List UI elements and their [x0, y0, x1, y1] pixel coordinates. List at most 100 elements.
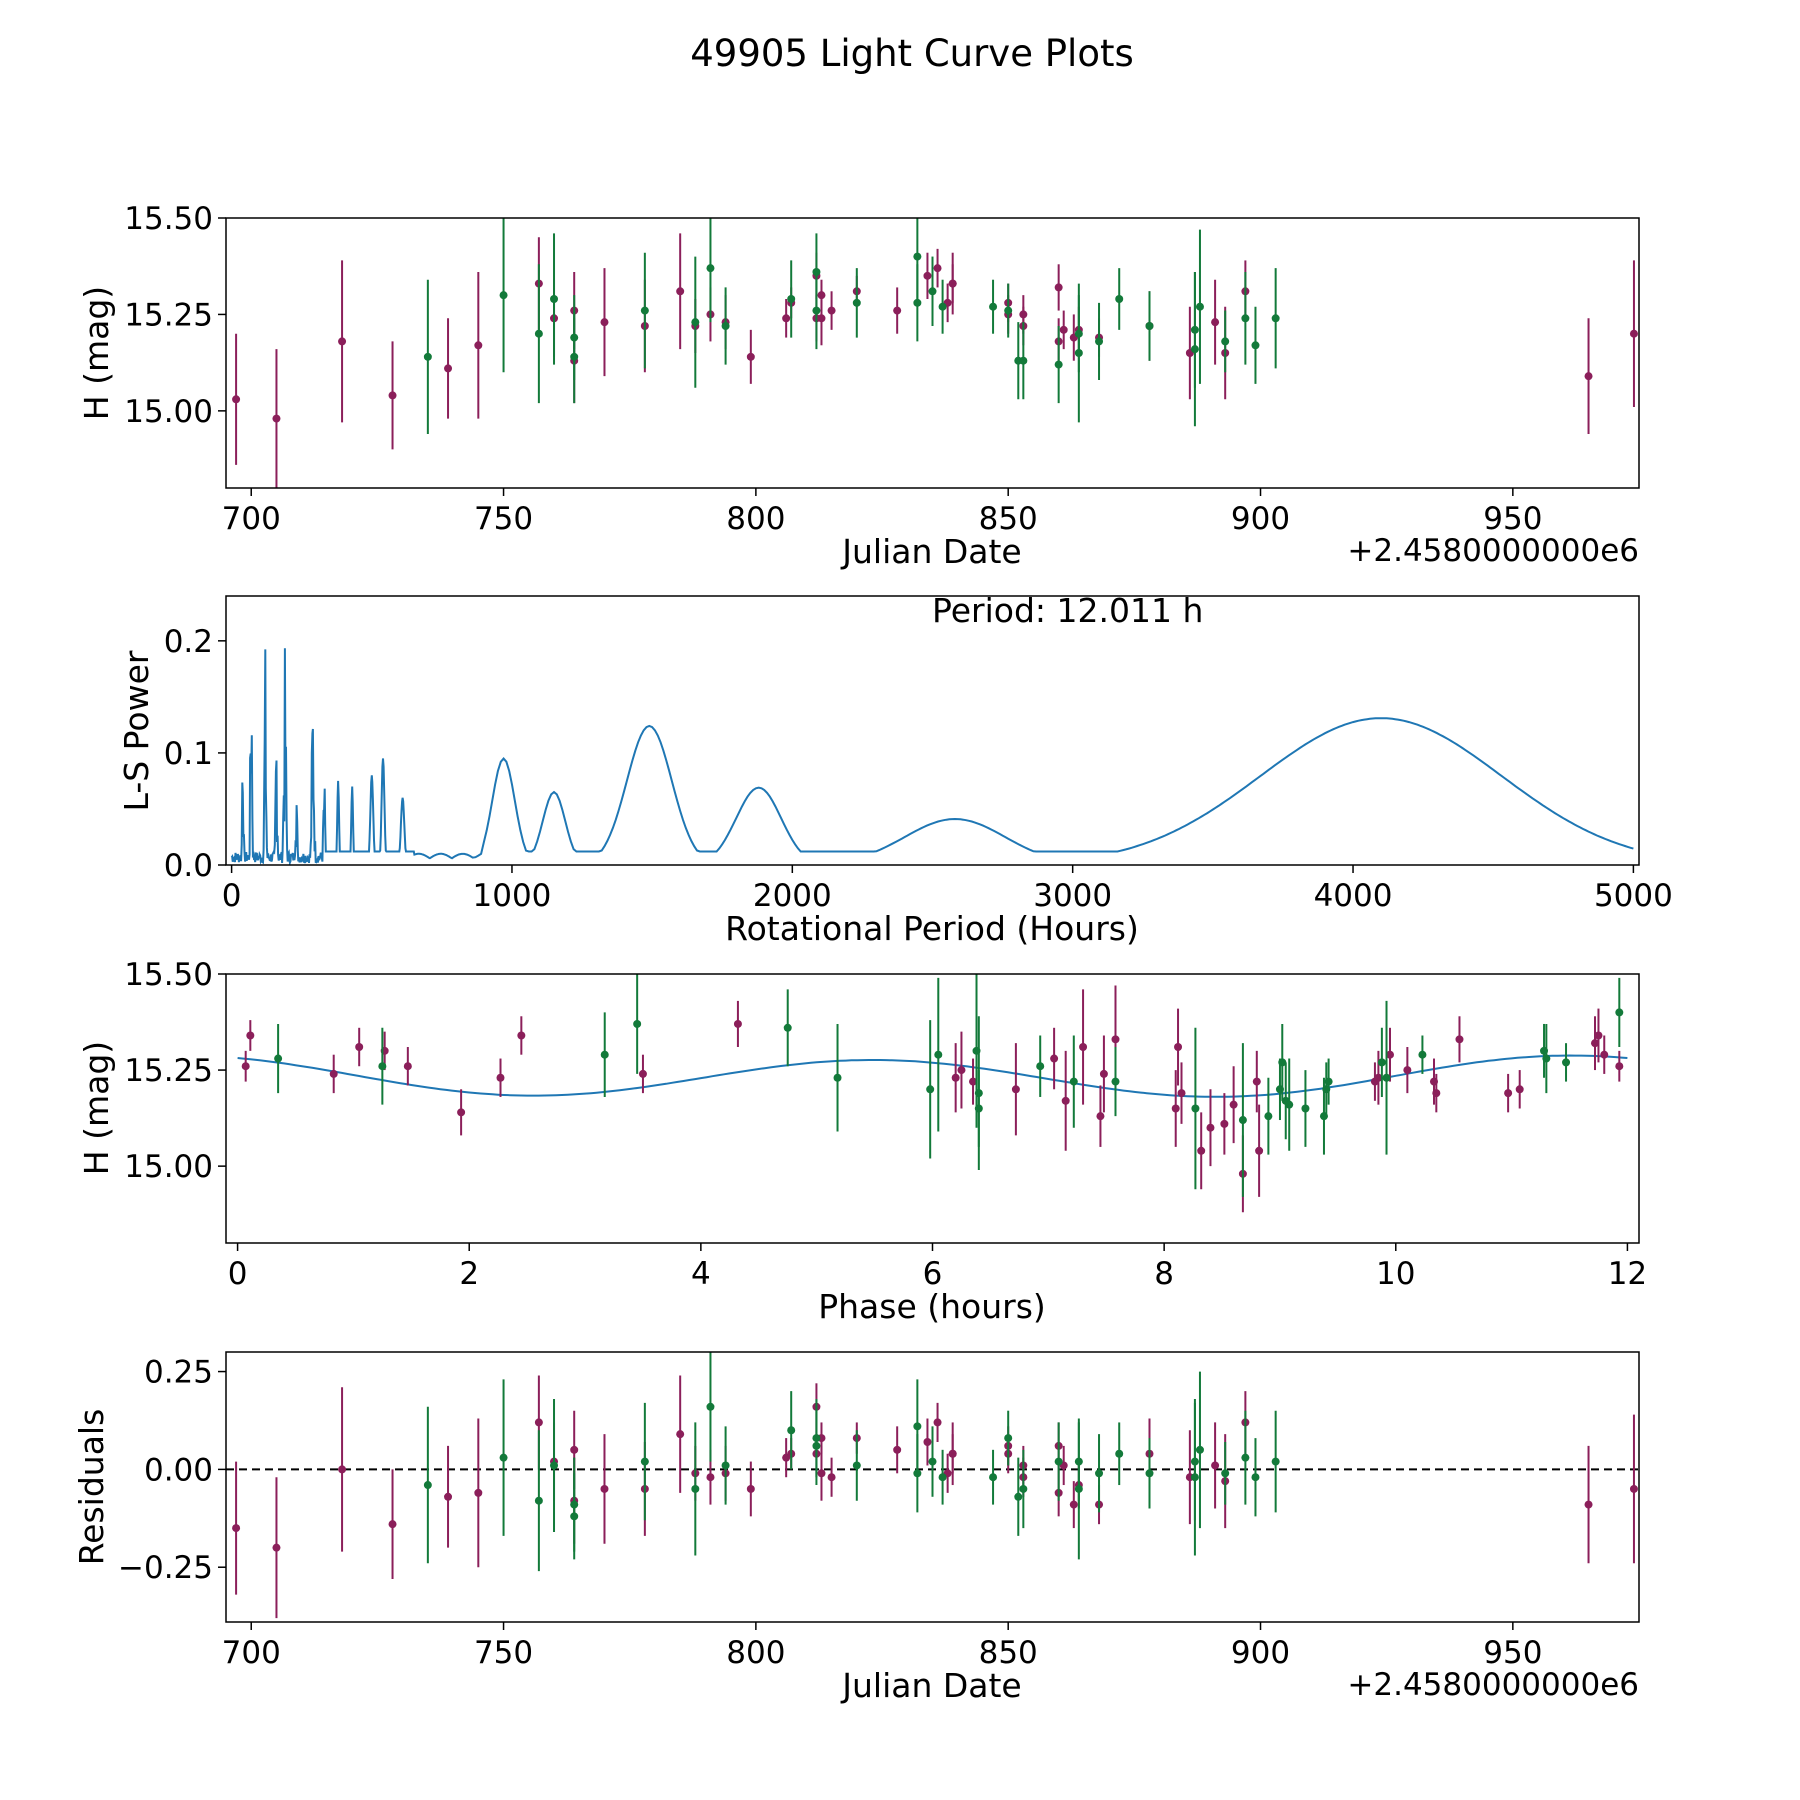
data-point — [600, 318, 609, 327]
data-point — [1382, 1073, 1391, 1082]
data-point — [989, 1473, 998, 1482]
data-point — [534, 1418, 543, 1427]
lightcurve-xlabel: Julian Date — [840, 532, 1022, 571]
data-point — [1069, 1500, 1078, 1509]
data-point — [1054, 1457, 1063, 1466]
data-point — [783, 1023, 792, 1032]
data-point — [928, 1457, 937, 1466]
data-point — [1079, 1043, 1088, 1052]
x-tick-label: 12 — [1608, 1256, 1647, 1292]
data-point — [852, 1461, 861, 1470]
data-point — [893, 1445, 902, 1454]
data-point — [1252, 1077, 1261, 1086]
data-point — [948, 1449, 957, 1458]
data-point — [1584, 1500, 1593, 1509]
x-tick-label: 700 — [222, 501, 281, 537]
data-point — [517, 1031, 526, 1040]
data-point — [989, 302, 998, 311]
data-point — [1324, 1077, 1333, 1086]
x-tick-label: 2 — [459, 1256, 479, 1292]
data-point — [1115, 295, 1124, 303]
data-point — [1221, 337, 1230, 346]
data-point — [1061, 1096, 1070, 1105]
data-point — [1059, 325, 1068, 334]
residuals-x-offset: +2.4580000000e6 — [1347, 1667, 1639, 1703]
data-point — [1195, 302, 1204, 311]
data-point — [1418, 1050, 1427, 1059]
data-point — [1011, 1085, 1020, 1094]
data-point — [1074, 1457, 1083, 1466]
x-tick-label: 6 — [923, 1256, 943, 1292]
data-point — [928, 287, 937, 296]
data-point — [676, 287, 685, 296]
data-point — [1190, 345, 1199, 354]
data-point — [640, 306, 649, 315]
data-point — [691, 1484, 700, 1493]
data-point — [827, 306, 836, 315]
data-point — [1221, 1469, 1230, 1478]
data-point — [550, 295, 559, 303]
data-point — [1285, 1100, 1294, 1109]
lightcurve-x-offset: +2.4580000000e6 — [1347, 533, 1639, 569]
data-point — [1004, 306, 1013, 315]
data-point — [232, 395, 241, 404]
data-point — [1590, 1039, 1599, 1048]
y-tick-label: 15.00 — [124, 1149, 213, 1185]
data-point — [1195, 1445, 1204, 1454]
x-tick-label: 900 — [1231, 501, 1290, 537]
data-point — [827, 1473, 836, 1482]
data-point — [499, 291, 508, 300]
lightcurve-ylabel: H (mag) — [77, 286, 116, 420]
data-point — [1036, 1062, 1045, 1071]
data-point — [969, 1077, 978, 1086]
data-point — [1004, 1434, 1013, 1443]
y-tick-label: 0.1 — [164, 736, 213, 772]
data-point — [550, 1461, 559, 1470]
data-point — [1115, 1449, 1124, 1458]
data-point — [1403, 1066, 1412, 1075]
data-point — [1432, 1089, 1441, 1098]
data-point — [1190, 1473, 1199, 1482]
data-point — [676, 1430, 685, 1439]
y-tick-label: −0.25 — [118, 1550, 213, 1586]
data-point — [1095, 1469, 1104, 1478]
data-point — [1542, 1054, 1551, 1063]
data-point — [1211, 318, 1220, 327]
data-point — [1600, 1050, 1609, 1059]
model-curve — [237, 1054, 1628, 1098]
data-point — [423, 352, 432, 361]
data-point — [974, 1104, 983, 1113]
data-point — [1515, 1085, 1524, 1094]
data-point — [812, 306, 821, 315]
data-point — [1594, 1031, 1603, 1040]
data-point — [938, 1473, 947, 1482]
y-tick-label: 0.0 — [164, 848, 213, 884]
phased-ylabel: H (mag) — [77, 1041, 116, 1175]
y-tick-label: 15.25 — [124, 297, 213, 333]
data-point — [1238, 1116, 1247, 1125]
data-point — [1074, 329, 1083, 338]
data-point — [706, 264, 715, 273]
data-point — [1197, 1146, 1206, 1155]
data-point — [817, 1469, 826, 1478]
periodogram-line — [230, 648, 1634, 865]
data-point — [706, 1473, 715, 1482]
data-point — [1251, 341, 1260, 350]
data-point — [1054, 360, 1063, 369]
phased-panel: 0 2 4 6 8 10 12 15.00 15.25 15.50 Phase (hours) H… — [77, 957, 1647, 1326]
data-point — [852, 298, 861, 307]
y-tick-label: 15.50 — [124, 957, 213, 993]
x-tick-label: 950 — [1483, 1635, 1542, 1671]
data-point — [1251, 1473, 1260, 1482]
x-tick-label: 900 — [1231, 1635, 1290, 1671]
data-point — [388, 1520, 397, 1529]
data-point — [1504, 1089, 1513, 1098]
data-point — [913, 1469, 922, 1478]
data-point — [1455, 1035, 1464, 1044]
data-point — [1111, 1077, 1120, 1086]
data-point — [1014, 1492, 1023, 1501]
data-point — [499, 1453, 508, 1462]
residuals-ylabel: Residuals — [72, 1409, 111, 1566]
data-point — [1377, 1058, 1386, 1067]
data-point — [893, 306, 902, 315]
